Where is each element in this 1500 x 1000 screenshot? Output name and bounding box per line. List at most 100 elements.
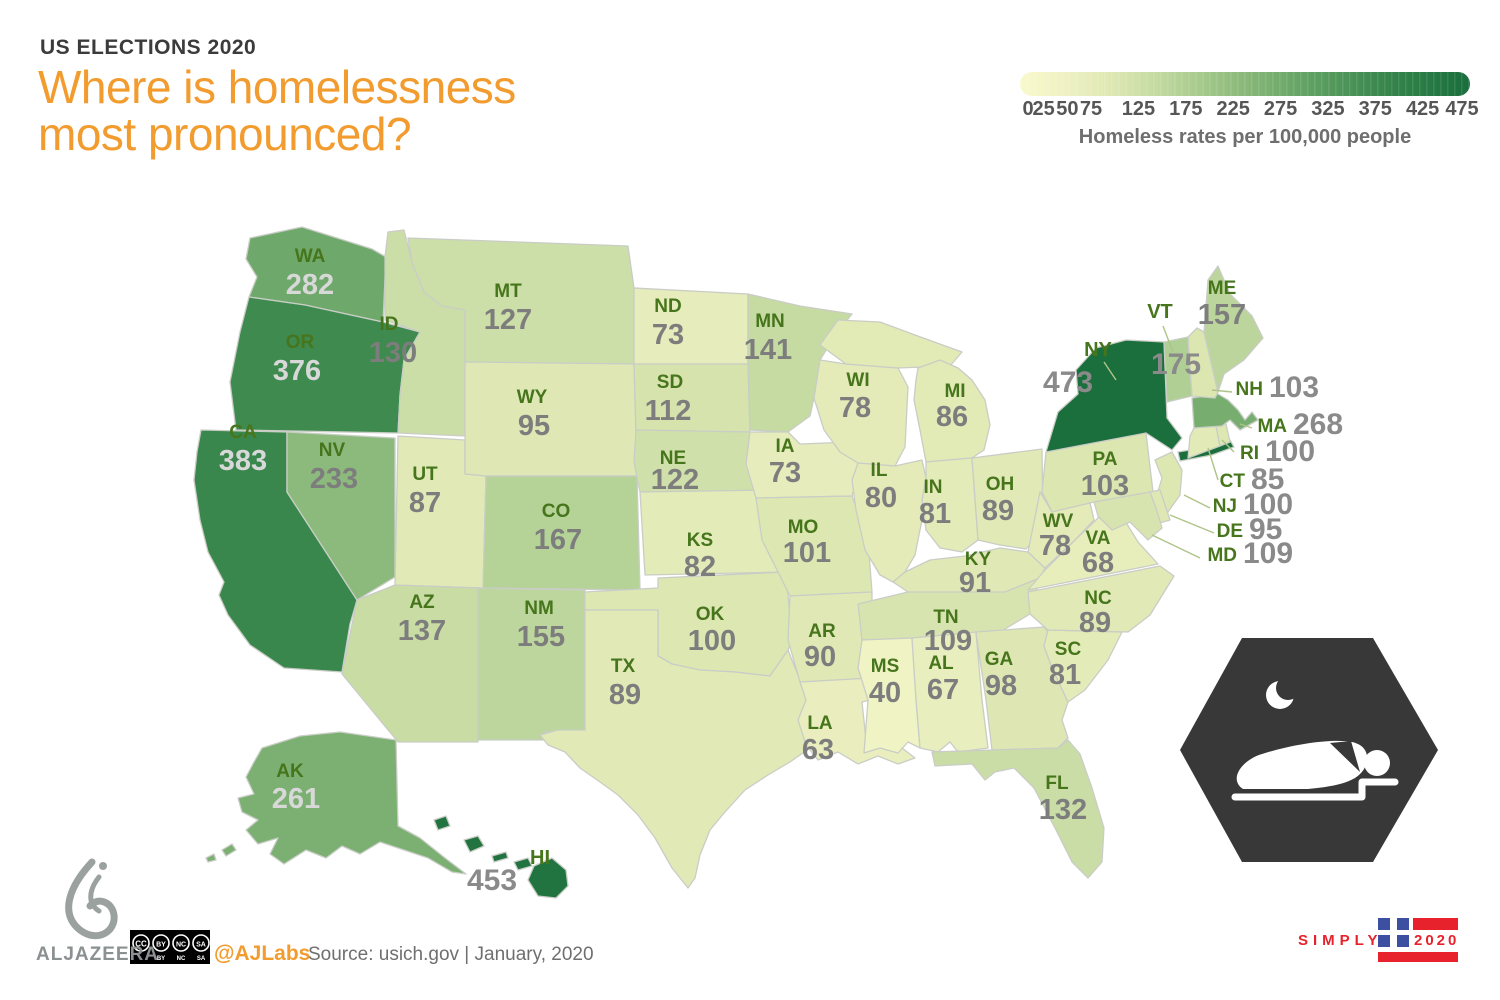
state-label-al: AL <box>928 653 954 674</box>
leader-line-nj <box>1183 494 1211 509</box>
cc-glyph: SA <box>196 942 206 949</box>
state-me <box>1203 265 1264 393</box>
legend-tick: 325 <box>1311 98 1345 120</box>
state-hi <box>433 815 451 831</box>
state-fl <box>931 739 1105 879</box>
state-label-nj: NJ <box>1213 496 1237 517</box>
state-md <box>1093 491 1163 541</box>
legend-gradient-bar <box>1020 72 1470 96</box>
state-label-id: ID <box>380 314 399 335</box>
state-label-nm: 155 <box>517 621 565 653</box>
state-label-mt: MT <box>494 281 522 302</box>
state-label-md: 109 <box>1243 537 1293 570</box>
legend-tick: 375 <box>1358 98 1392 120</box>
state-label-ma: 268 <box>1293 408 1343 441</box>
state-label-pa: PA <box>1093 449 1118 470</box>
state-label-wy: 95 <box>518 410 550 442</box>
state-label-wv: WV <box>1043 511 1074 532</box>
flag-stripe <box>1413 918 1458 930</box>
leader-line-md <box>1151 534 1201 559</box>
state-label-ar: 90 <box>804 641 836 673</box>
state-ak-part2 <box>205 853 217 863</box>
state-label-in: IN <box>924 477 943 498</box>
state-hi-part2 <box>491 851 509 863</box>
state-sc <box>1043 629 1123 703</box>
state-label-va: VA <box>1086 528 1111 549</box>
legend-tick: 225 <box>1216 98 1250 120</box>
legend-tick: 50 <box>1056 98 1079 120</box>
state-nm <box>477 587 586 741</box>
cc-glyph: BY <box>156 942 166 949</box>
state-label-nh: 103 <box>1269 371 1319 404</box>
flag-square <box>1397 918 1409 930</box>
color-legend: 0 25 50 75 125 175 225 275 325 375 425 475 Homeless… <box>1020 72 1479 149</box>
page-title: Where is homelessness most pronounced? <box>38 64 516 158</box>
state-label-wa: WA <box>295 246 326 267</box>
cc-sub-by: BY <box>157 956 165 962</box>
state-label-il: IL <box>871 460 888 481</box>
leader-line-vt <box>1162 325 1174 353</box>
state-label-mo: 101 <box>783 537 831 569</box>
state-label-wv: 78 <box>1039 530 1071 562</box>
state-label-ct: CT <box>1220 471 1246 492</box>
state-label-ia: 73 <box>769 457 801 489</box>
state-label-id: 130 <box>369 337 417 369</box>
state-label-me: ME <box>1208 278 1237 299</box>
state-label-co: CO <box>542 501 571 522</box>
state-label-ky: 91 <box>959 567 991 599</box>
state-label-ct: 85 <box>1251 463 1284 496</box>
cc-sub-sa: SA <box>197 956 206 962</box>
state-label-ut: UT <box>412 464 438 485</box>
state-label-sc: 81 <box>1049 659 1081 691</box>
state-ak <box>237 731 467 875</box>
state-label-ks: KS <box>687 530 713 551</box>
state-label-or: OR <box>286 332 315 353</box>
state-hi-part3 <box>513 857 533 871</box>
state-label-ar: AR <box>808 621 836 642</box>
leader-line-ct <box>1207 447 1219 481</box>
state-label-tx: 89 <box>609 679 641 711</box>
state-label-de: 95 <box>1249 513 1282 546</box>
aljazeera-wordmark: ALJAZEERA <box>36 944 160 965</box>
cc-sub-nc: NC <box>177 956 186 962</box>
flag-square <box>1378 918 1390 930</box>
state-label-tx: TX <box>611 656 636 677</box>
state-label-ny: 473 <box>1043 366 1093 399</box>
state-label-vt: VT <box>1147 301 1173 323</box>
title-line-1: Where is homelessness <box>38 61 516 113</box>
state-label-wy: WY <box>517 387 548 408</box>
leader-line-nh <box>1211 389 1233 393</box>
state-label-ms: 40 <box>869 677 901 709</box>
kicker: US ELECTIONS 2020 <box>40 36 257 59</box>
cc-circle-nc <box>172 934 190 952</box>
flag-square <box>1378 935 1390 947</box>
sleeping-person-icon <box>1231 740 1399 801</box>
legend-tick: 125 <box>1121 98 1156 120</box>
state-label-tn: 109 <box>924 625 972 657</box>
state-label-la: 63 <box>802 734 834 766</box>
ground-line <box>1231 778 1399 801</box>
logo-flame-outer <box>65 858 118 940</box>
state-label-ak: 261 <box>272 783 320 815</box>
state-label-hi: 453 <box>467 864 517 897</box>
legend-tick: 25 <box>1032 98 1055 120</box>
state-label-az: 137 <box>398 615 446 647</box>
hood-notch <box>1330 741 1360 772</box>
state-label-ok: OK <box>696 604 725 625</box>
state-label-ny: NY <box>1084 339 1112 361</box>
leader-line-ri <box>1221 439 1235 453</box>
leader-line-de <box>1169 514 1215 534</box>
state-label-sd: SD <box>657 372 683 393</box>
legend-tick: 75 <box>1079 98 1103 120</box>
state-ma <box>1191 393 1259 431</box>
state-label-ut: 87 <box>409 487 441 519</box>
state-label-ok: 100 <box>688 625 736 657</box>
state-al <box>911 631 989 753</box>
state-label-la: LA <box>807 713 833 734</box>
state-la <box>797 677 916 765</box>
state-label-me: 157 <box>1198 299 1246 331</box>
state-label-ri: 100 <box>1265 435 1315 468</box>
